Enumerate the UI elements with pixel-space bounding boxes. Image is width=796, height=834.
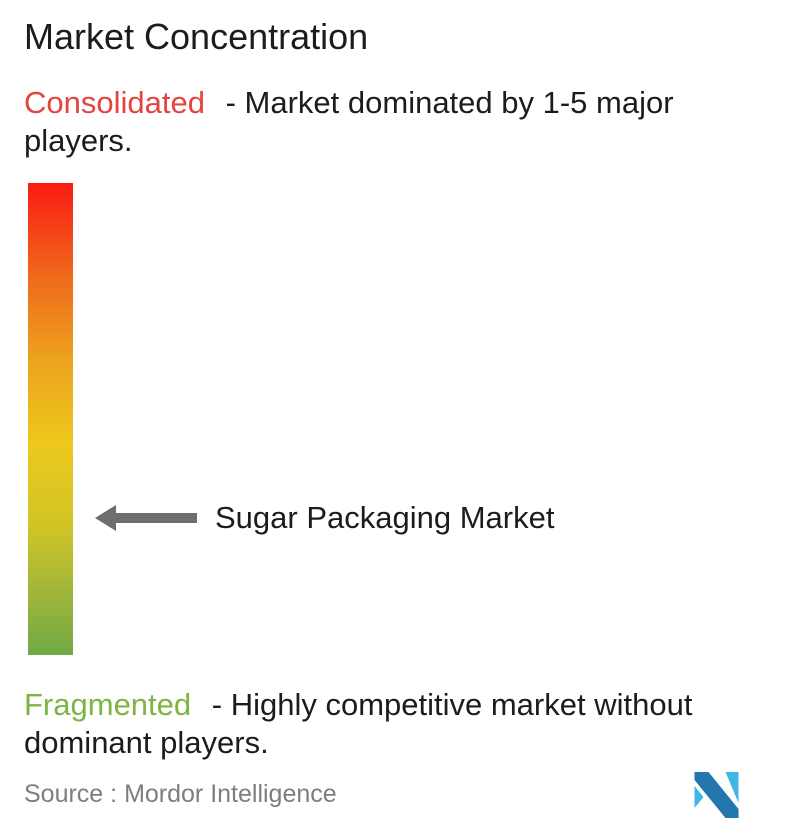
mordor-intelligence-logo (694, 772, 739, 818)
left-arrow-icon (95, 505, 197, 532)
concentration-gradient-bar (28, 183, 73, 655)
fragmented-label: Fragmented (24, 687, 192, 722)
market-marker: Sugar Packaging Market (95, 498, 554, 538)
fragmented-description: Fragmented - Highly competitive market w… (24, 686, 714, 762)
source-label: Source : (24, 780, 118, 808)
consolidated-text: - Market dominated by 1-5 major players. (24, 85, 674, 158)
source-company: Mordor Intelligence (124, 780, 337, 808)
consolidated-label: Consolidated (24, 85, 205, 120)
fragmented-text: - Highly competitive market without domi… (24, 687, 693, 760)
market-name-label: Sugar Packaging Market (215, 500, 555, 536)
source-text: Source : Mordor Intelligence (24, 780, 337, 809)
consolidated-description: Consolidated - Market dominated by 1-5 m… (24, 84, 714, 160)
page-title: Market Concentration (24, 16, 369, 57)
